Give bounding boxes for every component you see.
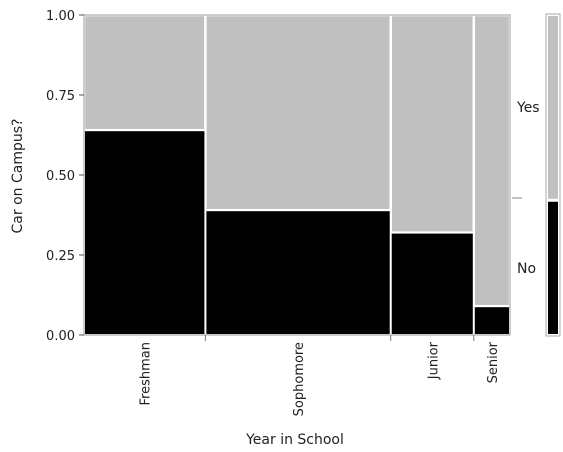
marginal-bar: Yes No [512,13,561,337]
tile-no-junior [391,233,473,334]
x-tick-label-sophomore: Sophomore [292,342,307,416]
marginal-no [548,201,558,334]
tile-yes-senior [474,15,510,306]
legend-no: No [517,261,536,277]
tile-no-freshman [85,131,205,334]
y-tick-label: 0.50 [46,169,75,184]
legend-yes: Yes [516,100,540,116]
tile-yes-sophomore [206,15,390,210]
y-axis-label: Car on Campus? [10,119,26,234]
x-axis-label: Year in School [245,432,344,448]
x-tick-label-junior: Junior [426,341,441,380]
tile-no-senior [474,307,509,334]
tile-yes-junior [391,15,474,232]
marginal-yes [548,16,558,199]
x-tick-label-freshman: Freshman [139,342,154,405]
y-tick-label: 1.00 [46,9,75,24]
y-tick-label: 0.75 [46,89,75,104]
x-axis: Freshman Sophomore Junior Senior [139,335,501,416]
mosaic-tiles [84,15,510,334]
x-tick-label-senior: Senior [486,341,501,383]
tile-no-sophomore [206,211,390,334]
y-axis: 0.00 0.25 0.50 0.75 1.00 [46,9,84,344]
tile-yes-freshman [84,15,205,130]
y-tick-label: 0.25 [46,249,75,264]
y-tick-label: 0.00 [46,329,75,344]
